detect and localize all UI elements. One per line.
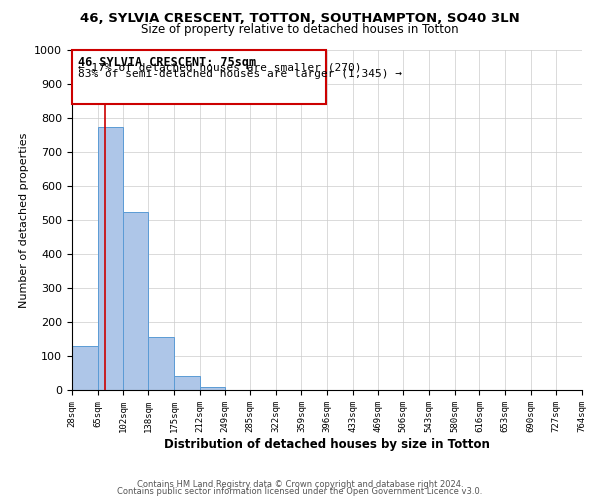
Text: Size of property relative to detached houses in Totton: Size of property relative to detached ho… [141,22,459,36]
Text: Contains HM Land Registry data © Crown copyright and database right 2024.: Contains HM Land Registry data © Crown c… [137,480,463,489]
Text: ← 17% of detached houses are smaller (270): ← 17% of detached houses are smaller (27… [77,62,361,72]
Bar [98,126,123,390]
Text: 83% of semi-detached houses are larger (1,345) →: 83% of semi-detached houses are larger (… [77,70,401,80]
Bar [72,50,326,104]
Y-axis label: Number of detached properties: Number of detached properties [19,132,29,308]
Bar [174,376,199,390]
X-axis label: Distribution of detached houses by size in Totton: Distribution of detached houses by size … [164,438,490,450]
Bar [72,346,98,390]
Text: 46 SYLVIA CRESCENT: 75sqm: 46 SYLVIA CRESCENT: 75sqm [77,56,256,69]
Text: 46, SYLVIA CRESCENT, TOTTON, SOUTHAMPTON, SO40 3LN: 46, SYLVIA CRESCENT, TOTTON, SOUTHAMPTON… [80,12,520,26]
Bar [199,386,225,390]
Text: Contains public sector information licensed under the Open Government Licence v3: Contains public sector information licen… [118,487,482,496]
Bar [148,338,174,390]
Bar [123,212,148,390]
